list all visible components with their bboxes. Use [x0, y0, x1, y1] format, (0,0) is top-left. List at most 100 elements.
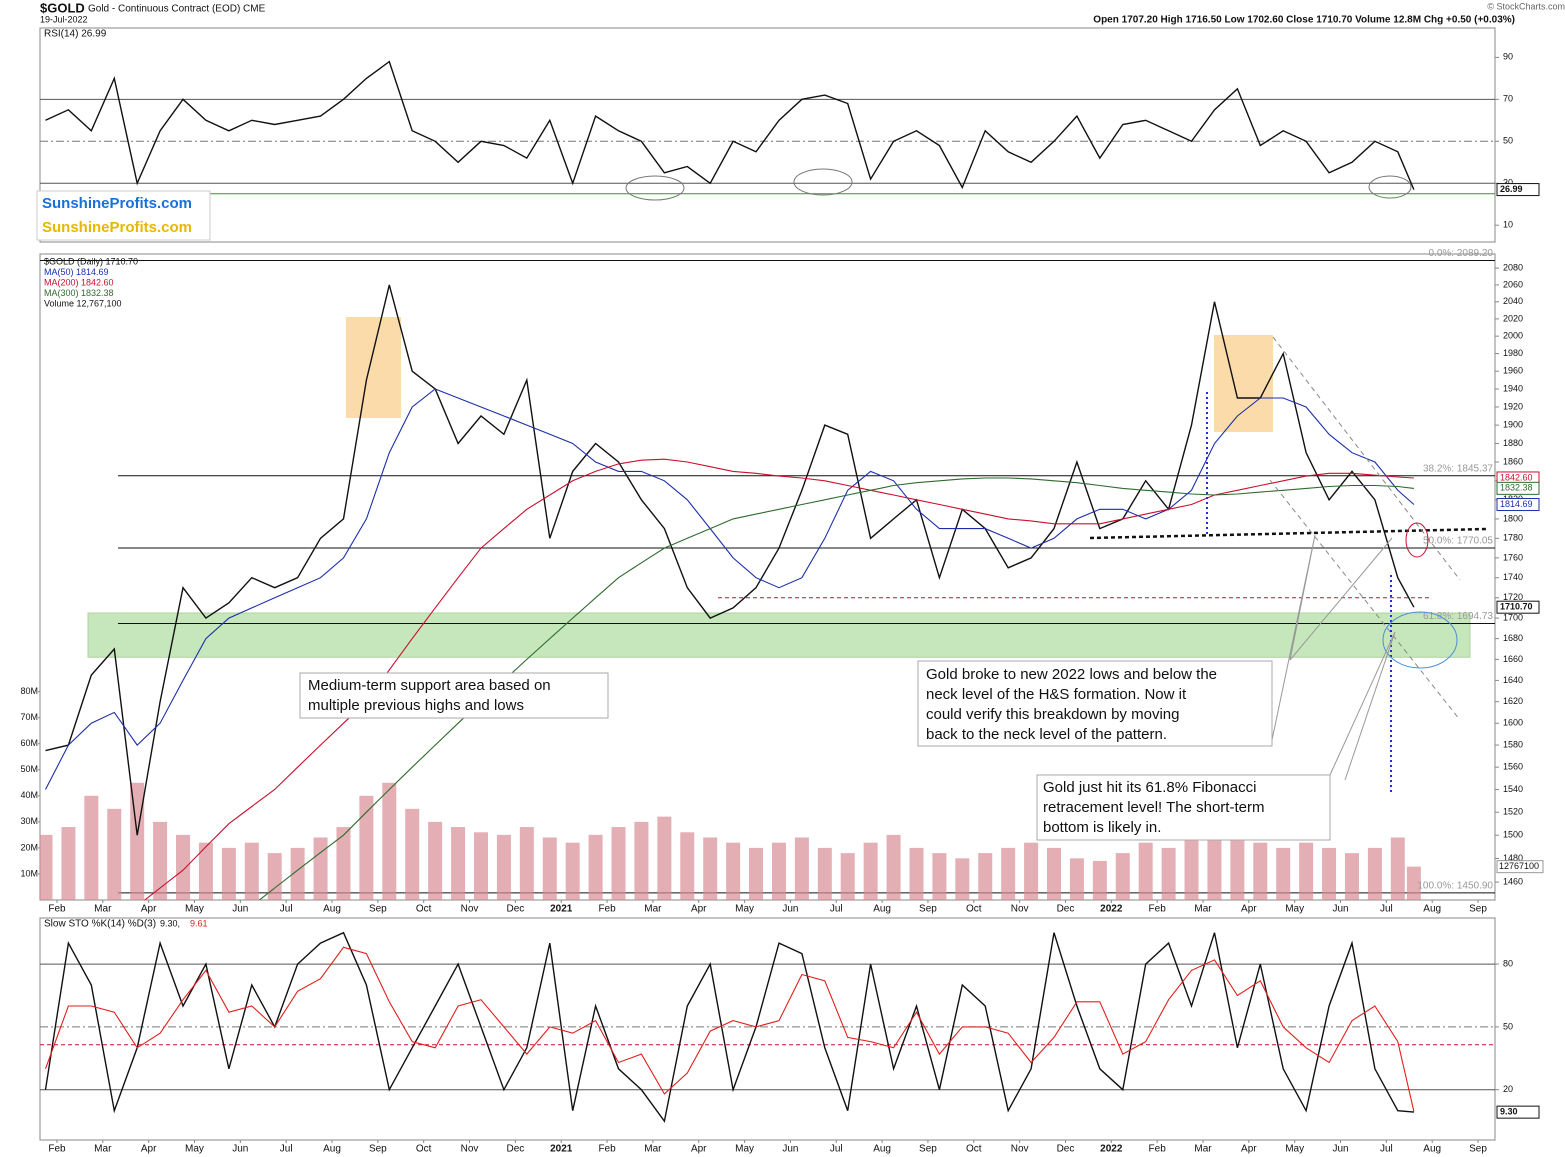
x-tick-label: Mar [94, 904, 112, 915]
legend-entry: Volume 12,767,100 [44, 298, 122, 308]
y-tick-label: 1980 [1503, 348, 1523, 358]
x-tick-label: Aug [323, 1144, 341, 1155]
value-tag-label: 1842.60 [1500, 472, 1533, 482]
annotation-text: could verify this breakdown by moving [926, 706, 1179, 723]
x-tick-label: Jul [830, 1144, 843, 1155]
volume-bar [565, 842, 580, 900]
annotation-text: Gold just hit its 61.8% Fibonacci [1043, 779, 1256, 796]
volume-bar [405, 808, 420, 900]
x-tick-label: Feb [598, 904, 616, 915]
pointer [1329, 631, 1396, 781]
volume-bar [863, 842, 878, 900]
x-tick-label: Mar [1194, 1144, 1212, 1155]
volume-bar [428, 821, 443, 900]
legend-entry: MA(300) 1832.38 [44, 288, 114, 298]
y-tick-label: 1700 [1503, 612, 1523, 622]
volume-tick-label: 50M [20, 764, 38, 774]
volume-bar [955, 858, 970, 900]
panel-plot [40, 931, 1495, 1123]
volume-tick-label: 40M [20, 790, 38, 800]
y-tick-label: 1480 [1503, 853, 1523, 863]
volume-bar [1069, 858, 1084, 900]
value-tag-label: 1710.70 [1500, 602, 1533, 612]
fib-label: 100.0%: 1450.90 [1417, 881, 1493, 892]
consolidation-box [1214, 335, 1273, 432]
symbol: $GOLD [40, 0, 85, 15]
volume-bar [1161, 847, 1176, 900]
x-tick-label: Mar [644, 904, 662, 915]
panel-plot [40, 259, 1495, 900]
y-tick-label: 80 [1503, 958, 1513, 968]
value-tag [1496, 498, 1540, 512]
legend-entry: 9.61 [190, 918, 208, 928]
x-tick-label: May [1285, 904, 1304, 915]
copyright: © StockCharts.com [1487, 1, 1565, 11]
x-tick-label: Feb [1149, 904, 1167, 915]
x-tick-label: Aug [1423, 904, 1441, 915]
panel-frame [39, 917, 1496, 1141]
series-line [45, 388, 1415, 790]
y-tick-label: 50 [1503, 136, 1513, 146]
y-tick-label: 2000 [1503, 331, 1523, 341]
overlay: Medium-term support area based on multip… [36, 168, 1488, 841]
x-tick-label: Jun [232, 1144, 248, 1155]
legend-entry: $GOLD (Daily) 1710.70 [44, 256, 138, 266]
volume-bar [359, 795, 374, 900]
legend-entry: MA(50) 1814.69 [44, 267, 109, 277]
annotation-box [1036, 774, 1331, 841]
pointer [1271, 534, 1393, 741]
x-tick-label: Jun [782, 1144, 798, 1155]
volume-tick-label: 20M [20, 842, 38, 852]
annotation-text: Gold broke to new 2022 lows and below th… [926, 666, 1217, 683]
x-tick-label: 2022 [1100, 904, 1123, 915]
annotation-text: Medium-term support area based on [308, 677, 551, 694]
volume-bar [153, 821, 168, 900]
x-tick-label: Oct [966, 904, 982, 915]
x-tick-label: Jul [830, 904, 843, 915]
brand: SunshineProfits.com [42, 195, 192, 212]
y-tick-label: 90 [1503, 52, 1513, 62]
y-tick-label: 2020 [1503, 313, 1523, 323]
y-tick-label: 1580 [1503, 739, 1523, 749]
series-line [45, 284, 1415, 836]
annotation-text: multiple previous highs and lows [308, 697, 524, 714]
volume-bar [1406, 866, 1421, 900]
y-tick-label: 10 [1503, 220, 1513, 230]
trend-line [1272, 336, 1461, 581]
x-tick-label: 2021 [550, 1144, 573, 1155]
series-line [45, 60, 1415, 190]
y-tick-label: 1860 [1503, 456, 1523, 466]
annotation-text: bottom is likely in. [1043, 819, 1161, 836]
x-tick-label: Oct [966, 1144, 982, 1155]
x-tick-label: Nov [1011, 904, 1029, 915]
y-tick-label: 1800 [1503, 513, 1523, 523]
x-tick-label: Jun [1332, 904, 1348, 915]
x-tick-label: Sep [1469, 904, 1487, 915]
volume-bar [496, 834, 511, 900]
value-tag-label: 26.99 [1500, 184, 1523, 194]
x-tick-label: Apr [141, 1144, 157, 1155]
x-tick-label: Jun [232, 904, 248, 915]
value-tag-label: 1832.38 [1500, 483, 1533, 493]
volume-bar [84, 795, 99, 900]
highlight [625, 175, 685, 201]
annotation-box [299, 672, 609, 719]
volume-bar [771, 842, 786, 900]
volume-bar [749, 847, 764, 900]
volume-bar [1115, 853, 1130, 900]
neckline [1089, 527, 1488, 540]
quote: Open 1707.20 High 1716.50 Low 1702.60 Cl… [1093, 15, 1515, 26]
x-tick-label: Apr [1241, 904, 1257, 915]
y-tick-label: 1760 [1503, 552, 1523, 562]
volume-bar [978, 853, 993, 900]
brand-box [36, 190, 211, 241]
annotation-text: neck level of the H&S formation. Now it [926, 686, 1187, 703]
instrument-name: Gold - Continuous Contract (EOD) CME [88, 4, 266, 15]
volume-tick-label: 10M [20, 868, 38, 878]
x-tick-label: Dec [1057, 904, 1075, 915]
x-tick-label: Aug [873, 904, 891, 915]
volume-bar [1230, 834, 1245, 900]
volume-bar [1207, 821, 1222, 900]
